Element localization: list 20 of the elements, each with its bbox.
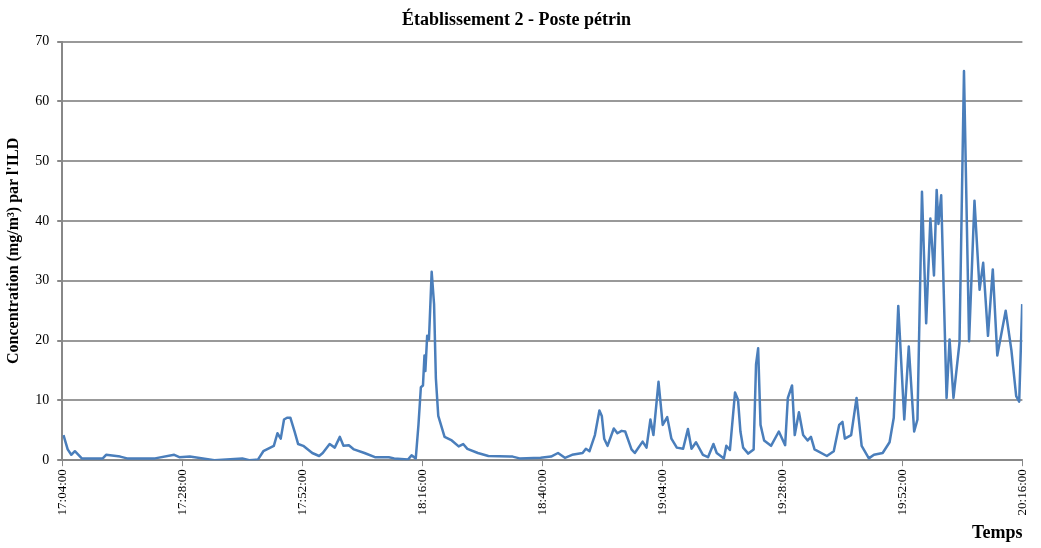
chart-title: Établissement 2 - Poste pétrin <box>402 8 631 30</box>
y-axis-title: Concentration (mg/m³) par l'ILD <box>3 137 22 365</box>
x-axis-title: Temps <box>972 521 1023 542</box>
x-tick-label: 18:16:00 <box>413 469 429 516</box>
x-tick-label: 18:40:00 <box>533 469 549 516</box>
x-tick-label: 17:52:00 <box>293 469 309 516</box>
y-tick-label: 40 <box>35 212 50 228</box>
x-tick-label: 19:28:00 <box>773 469 789 516</box>
x-tick-label: 19:52:00 <box>893 469 909 516</box>
x-tick-label: 17:28:00 <box>173 469 189 516</box>
y-tick-label: 20 <box>35 332 50 348</box>
y-tick-label: 50 <box>35 152 50 168</box>
x-tick-label: 20:16:00 <box>1013 469 1029 516</box>
x-tick-label: 19:04:00 <box>653 469 669 516</box>
y-tick-label: 70 <box>35 33 50 49</box>
y-tick-label: 10 <box>35 392 50 408</box>
y-tick-label: 0 <box>42 451 50 467</box>
y-tick-label: 60 <box>35 93 50 109</box>
x-tick-label: 17:04:00 <box>53 469 69 516</box>
y-tick-label: 30 <box>35 272 50 288</box>
